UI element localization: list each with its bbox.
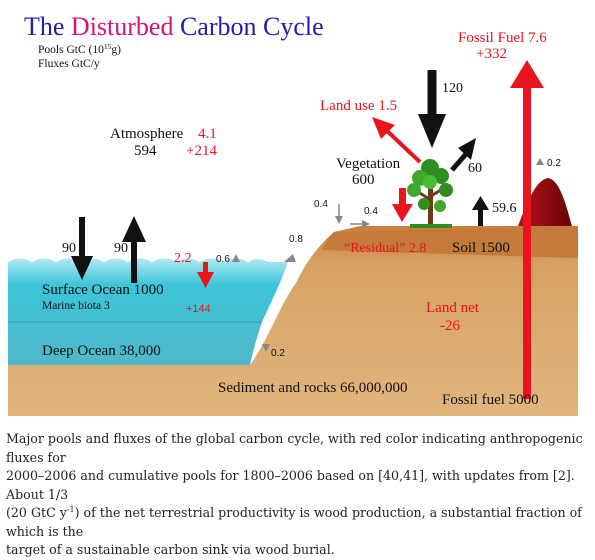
atmosphere-pool: 594 xyxy=(134,143,157,159)
flux-0-6-arrow xyxy=(232,254,240,262)
flux-0-6-label: 0.6 xyxy=(216,254,230,265)
ocean-flux-up-label: 90 xyxy=(114,241,128,256)
soil-respiration-arrow-shaft xyxy=(478,208,483,226)
photosynthesis-arrow-head xyxy=(418,114,446,148)
ocean-anthropogenic-arrow-shaft xyxy=(203,262,208,274)
flux-0-4-weathering-label: 0.4 xyxy=(314,199,328,210)
ocean-anthropogenic-uptake-label: 2.2 xyxy=(174,251,192,266)
plant-respiration-arrow xyxy=(450,152,468,172)
land-net-label: Land net xyxy=(426,300,480,316)
flux-0-4-weathering-arrow-head xyxy=(335,216,343,224)
land-use-arrow-head xyxy=(372,117,395,139)
land-net-value: -26 xyxy=(440,318,460,334)
ocean-outgas-arrow-head xyxy=(122,216,146,242)
land-mass xyxy=(8,226,578,416)
soil-respiration-arrow-head xyxy=(472,196,489,210)
residual-sink-label: “Residual” 2.8 xyxy=(344,241,426,256)
flux-0-4-river-label: 0.4 xyxy=(364,206,378,217)
flux-59-6-label: 59.6 xyxy=(492,201,517,216)
land-use-arrow xyxy=(383,127,422,164)
caption-line-3-start: (20 GtC y xyxy=(6,505,67,520)
flux-120-label: 120 xyxy=(442,81,463,96)
caption-line-2: 2000–2006 and cumulative pools for 1800–… xyxy=(6,468,575,502)
surface-ocean-cumulative: +144 xyxy=(186,303,211,315)
caption-line-3-exponent: -1 xyxy=(66,504,75,514)
fossil-fuel-emission-label: Fossil Fuel 7.6 xyxy=(458,30,547,46)
flux-0-8-arrow xyxy=(284,254,296,262)
vegetation-label: Vegetation xyxy=(336,156,401,172)
ocean-water xyxy=(8,258,288,365)
carbon-cycle-diagram: The Disturbed Carbon Cycle Pools GtC (10… xyxy=(8,12,578,416)
diagram-title: The Disturbed Carbon Cycle xyxy=(24,12,324,41)
sediment-rocks-label: Sediment and rocks 66,000,000 xyxy=(218,380,408,396)
plant-respiration-arrow-head xyxy=(458,138,476,160)
tree-illustration xyxy=(407,159,453,228)
residual-sink-arrow-shaft xyxy=(399,188,406,206)
flux-0-2-volcanic: 0.2 xyxy=(547,158,561,169)
residual-sink-arrow-head xyxy=(392,204,413,222)
flux-0-2-sediment-label: 0.2 xyxy=(271,348,285,359)
flux-0-8-label: 0.8 xyxy=(289,234,303,245)
atmosphere-label: Atmosphere xyxy=(110,126,184,142)
soil-layer xyxy=(322,226,578,258)
caption-line-4: target of a sustainable carbon sink via … xyxy=(6,542,335,557)
legend-pools: Pools GtC (1015g) xyxy=(38,42,121,56)
deep-ocean-label: Deep Ocean 38,000 xyxy=(42,343,161,359)
sediment-flux-arrow xyxy=(262,344,270,352)
fossil-fuel-arrow-shaft xyxy=(523,86,531,399)
atmosphere-anthropogenic-increase: 4.1 xyxy=(198,126,217,142)
ocean-uptake-arrow-head xyxy=(71,256,93,280)
figure-caption: Major pools and fluxes of the global car… xyxy=(6,430,588,560)
caption-line-3: (20 GtC y-1) of the net terrestrial prod… xyxy=(6,504,588,541)
vegetation-pool: 600 xyxy=(352,172,375,188)
flux-60-label: 60 xyxy=(468,161,482,176)
fossil-fuel-cumulative: +332 xyxy=(476,46,507,62)
caption-line-3-end: ) of the net terrestrial productivity is… xyxy=(6,505,582,539)
caption-line-1: Major pools and fluxes of the global car… xyxy=(6,431,583,465)
soil-pool-label: Soil 1500 xyxy=(452,240,510,256)
atmosphere-cumulative: +214 xyxy=(186,143,217,159)
ocean-anthropogenic-arrow-head xyxy=(197,272,214,288)
land-use-label: Land use 1.5 xyxy=(320,98,397,114)
fossil-fuel-arrow-head xyxy=(510,60,544,88)
volcano xyxy=(518,178,572,226)
volcanic-flux-arrow xyxy=(536,158,544,165)
surface-ocean-label: Surface Ocean 1000 xyxy=(42,282,164,298)
marine-biota-label: Marine biota 3 xyxy=(42,300,110,312)
legend-fluxes: Fluxes GtC/y xyxy=(38,58,100,70)
flux-0-4-river-arrow-head xyxy=(362,220,370,228)
ocean-flux-down-label: 90 xyxy=(62,241,76,256)
fossil-fuel-reserve-label: Fossil fuel 5000 xyxy=(442,392,539,408)
